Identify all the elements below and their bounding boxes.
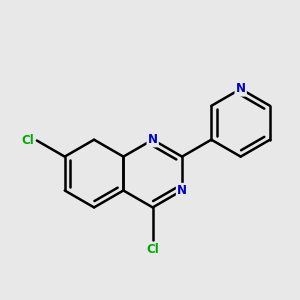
Text: Cl: Cl bbox=[146, 242, 159, 256]
Text: N: N bbox=[236, 82, 246, 95]
Text: Cl: Cl bbox=[21, 134, 34, 147]
Text: N: N bbox=[177, 184, 187, 197]
Text: N: N bbox=[148, 133, 158, 146]
